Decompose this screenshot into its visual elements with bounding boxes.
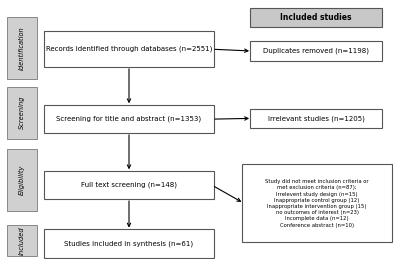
FancyBboxPatch shape	[44, 105, 214, 133]
FancyBboxPatch shape	[7, 87, 37, 139]
Text: Duplicates removed (n=1198): Duplicates removed (n=1198)	[263, 48, 369, 54]
FancyBboxPatch shape	[250, 8, 382, 27]
Text: Studies included in synthesis (n=61): Studies included in synthesis (n=61)	[64, 240, 194, 247]
FancyBboxPatch shape	[250, 109, 382, 128]
Text: Screening: Screening	[19, 96, 25, 130]
FancyBboxPatch shape	[7, 17, 37, 79]
Text: Irrelevant studies (n=1205): Irrelevant studies (n=1205)	[268, 115, 364, 122]
FancyBboxPatch shape	[44, 229, 214, 258]
Text: Identification: Identification	[19, 26, 25, 70]
Text: Full text screening (n=148): Full text screening (n=148)	[81, 182, 177, 189]
FancyBboxPatch shape	[250, 41, 382, 61]
Text: Records identified through databases (n=2551): Records identified through databases (n=…	[46, 46, 212, 53]
FancyBboxPatch shape	[44, 171, 214, 199]
FancyBboxPatch shape	[7, 149, 37, 211]
Text: Study did not meet inclusion criteria or
met exclusion criteria (n=87);
Irreleve: Study did not meet inclusion criteria or…	[265, 179, 369, 227]
FancyBboxPatch shape	[44, 31, 214, 67]
FancyBboxPatch shape	[7, 225, 37, 256]
Text: Eligibility: Eligibility	[19, 165, 25, 195]
Text: Included: Included	[19, 227, 25, 255]
Text: Included studies: Included studies	[280, 13, 352, 22]
FancyBboxPatch shape	[242, 164, 392, 242]
Text: Screening for title and abstract (n=1353): Screening for title and abstract (n=1353…	[56, 116, 202, 123]
